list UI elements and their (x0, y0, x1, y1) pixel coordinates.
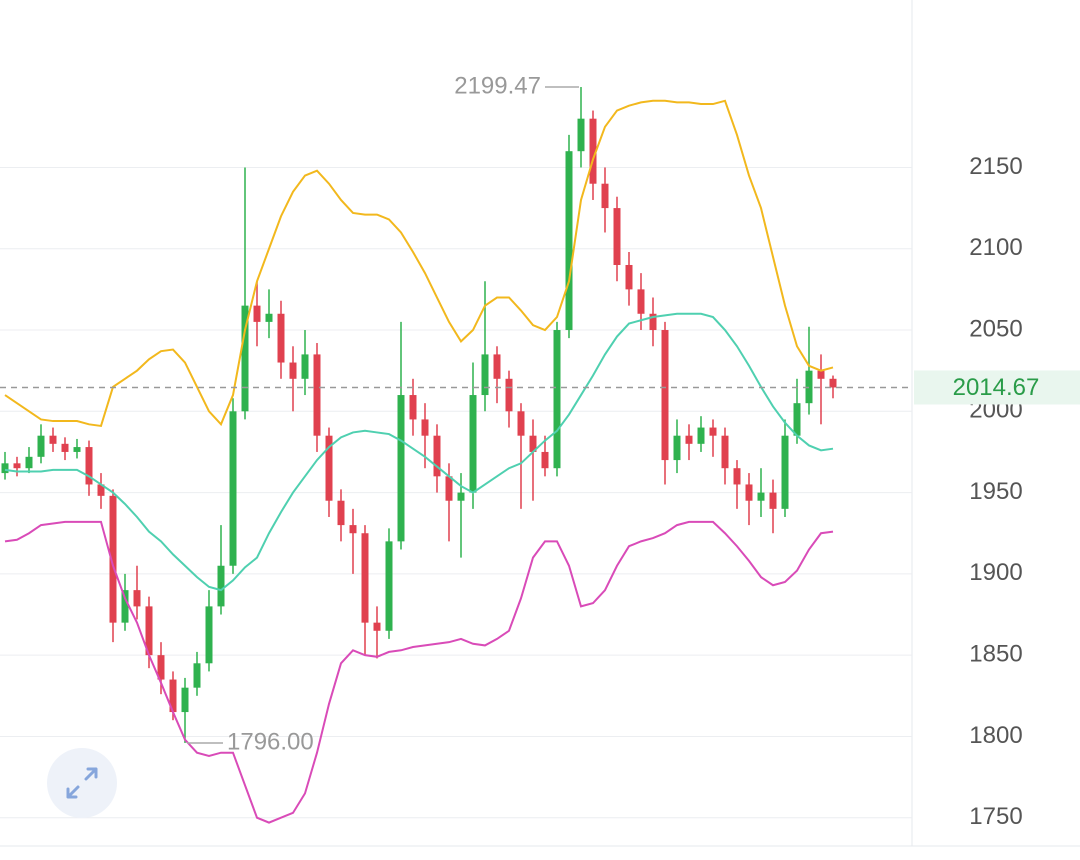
candle-body (553, 330, 561, 469)
candle-body (73, 447, 81, 452)
candle-body (541, 451, 549, 469)
expand-button[interactable] (47, 748, 117, 818)
y-tick-label: 1900 (969, 559, 1022, 586)
candle-body (169, 679, 177, 713)
candle-body (97, 484, 105, 496)
y-tick-label: 2050 (969, 315, 1022, 342)
candle-body (409, 395, 417, 420)
candle-body (577, 118, 585, 152)
candle-body (721, 435, 729, 469)
candle-body (649, 313, 657, 331)
candle-body (85, 447, 93, 485)
candle-body (121, 590, 129, 623)
candle-body (349, 525, 357, 534)
candle-body (757, 492, 765, 501)
candle-body (745, 484, 753, 501)
candle-body (661, 330, 669, 461)
candle-body (601, 183, 609, 209)
candle-body (433, 435, 441, 477)
candle-body (697, 427, 705, 444)
candle-body (565, 151, 573, 331)
y-tick-label: 2150 (969, 153, 1022, 180)
candle-body (385, 541, 393, 631)
candle-body (517, 411, 525, 436)
candle-body (457, 492, 465, 501)
expand-icon[interactable] (66, 767, 98, 799)
last-price-label: 2014.67 (953, 374, 1040, 401)
candle-body (1, 463, 9, 474)
candle-body (685, 435, 693, 444)
candle-body (589, 118, 597, 184)
candle-body (613, 208, 621, 265)
candle-body (421, 419, 429, 436)
candle-body (625, 264, 633, 290)
candle-body (49, 435, 57, 444)
candle-body (445, 476, 453, 501)
candle-body (325, 435, 333, 501)
candle-body (637, 289, 645, 314)
candle-body (145, 606, 153, 656)
candle-body (109, 495, 117, 623)
candle-body (493, 354, 501, 379)
candle-body (193, 663, 201, 688)
low-annotation: 1796.00 (227, 728, 314, 755)
band-line (4, 99, 834, 428)
y-tick-label: 1950 (969, 478, 1022, 505)
candle-body (25, 456, 33, 469)
candle-body (241, 305, 249, 412)
candle-body (157, 655, 165, 680)
candle-body (373, 622, 381, 631)
candle-body (733, 468, 741, 485)
candle-body (301, 354, 309, 379)
candle-body (133, 590, 141, 607)
candle-body (289, 362, 297, 379)
candle-body (529, 435, 537, 452)
candle-body (313, 354, 321, 436)
candle-body (769, 492, 777, 509)
y-tick-label: 1800 (969, 722, 1022, 749)
candle-body (217, 565, 225, 607)
expand-circle[interactable] (47, 748, 117, 818)
candle-body (481, 354, 489, 396)
candle-body (61, 443, 69, 452)
candle-body (361, 533, 369, 623)
y-tick-label: 1850 (969, 641, 1022, 668)
candle-body (337, 500, 345, 526)
high-annotation: 2199.47 (454, 72, 541, 99)
candle-body (181, 687, 189, 713)
band-line (4, 312, 834, 592)
candle-body (13, 463, 21, 469)
candle-body (673, 435, 681, 461)
candle-body (205, 606, 213, 664)
y-tick-label: 1750 (969, 803, 1022, 830)
last-price-box (914, 370, 1080, 405)
candle-body (37, 435, 45, 457)
candle-body (829, 378, 837, 388)
candle-body (817, 370, 825, 379)
candle-body (229, 411, 237, 566)
candle-body (469, 395, 477, 493)
y-tick-label: 2100 (969, 234, 1022, 261)
candle-body (253, 305, 261, 322)
band-line (4, 520, 834, 824)
candle-body (793, 403, 801, 436)
candle-body (265, 313, 273, 322)
candle-body (709, 427, 717, 436)
candle-body (781, 435, 789, 509)
candle-body (277, 313, 285, 363)
candle-body (397, 395, 405, 542)
candle-body (505, 378, 513, 412)
